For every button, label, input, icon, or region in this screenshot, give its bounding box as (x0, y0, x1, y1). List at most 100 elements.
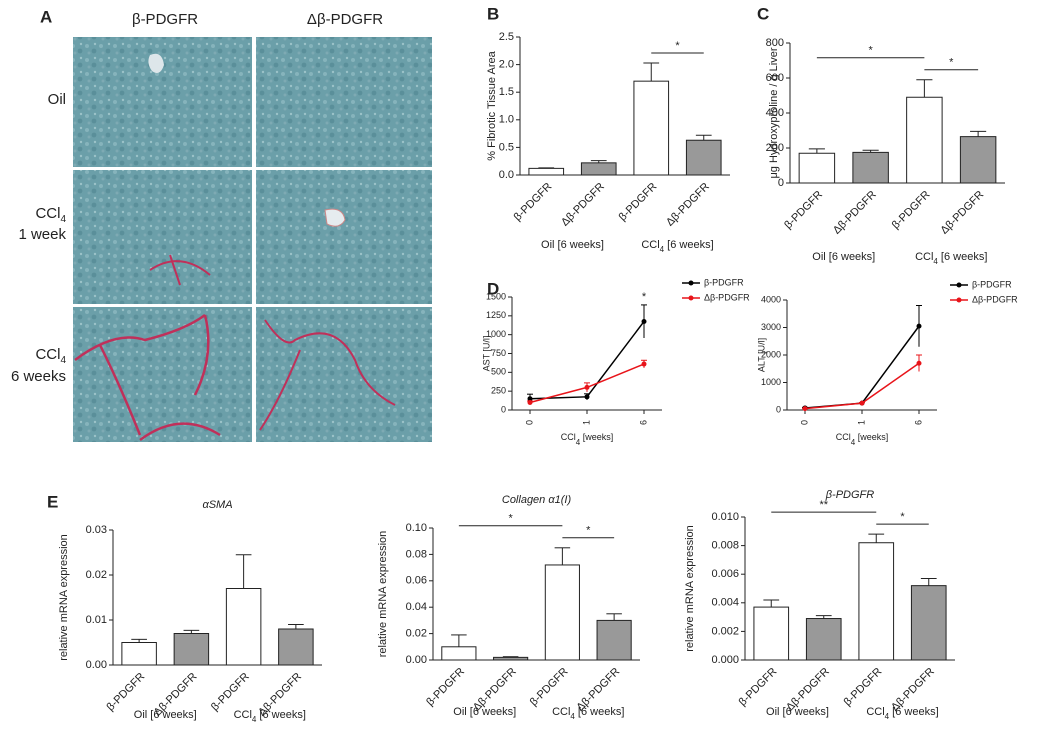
legend-point (688, 280, 694, 286)
bar (858, 542, 895, 661)
label-text: [6 weeks] (256, 709, 306, 721)
point (802, 406, 808, 412)
legend-point (688, 295, 694, 301)
x-tick-label: β-PDGFR (737, 666, 780, 709)
bar (959, 136, 997, 184)
point (916, 323, 922, 329)
bar (596, 619, 632, 661)
bar (805, 618, 842, 661)
y-tick-label: 2000 (761, 349, 781, 359)
y-tick-label: 0.10 (406, 522, 427, 534)
column-label: β-PDGFR (132, 11, 198, 28)
vessel (324, 208, 346, 227)
y-tick-label: 1500 (486, 291, 506, 301)
y-tick-label: 0.08 (406, 548, 427, 560)
micrograph (256, 37, 432, 167)
rich-label: CCl4 [6 weeks] (866, 706, 938, 721)
x-tick-label: β-PDGFR (617, 181, 660, 224)
y-tick-label: 750 (491, 348, 506, 358)
bar (580, 162, 617, 176)
y-tick-label: 0 (778, 177, 784, 189)
bar (798, 152, 836, 184)
x-tick-label: 6 (913, 420, 923, 425)
row-label: 6 weeks (11, 368, 66, 385)
y-axis-label: AST [U/l] (481, 336, 491, 372)
bar (685, 139, 722, 176)
bar (493, 656, 529, 661)
point (641, 361, 647, 367)
y-tick-label: 0 (776, 404, 781, 414)
rich-label: CCl4 [6 weeks] (915, 251, 987, 266)
panel-letter: D (487, 279, 499, 298)
rich-label: Oil [6 weeks] (453, 706, 516, 718)
row-label: CCl4 (35, 346, 66, 366)
point (641, 318, 647, 324)
y-tick-label: 0.002 (711, 625, 739, 637)
y-tick-label: 0 (501, 404, 506, 414)
y-tick-label: 0.01 (86, 614, 107, 626)
y-tick-label: 0.004 (711, 597, 739, 609)
x-tick-label: β-PDGFR (424, 666, 467, 709)
bar (278, 628, 314, 666)
y-axis-label: relative mRNA expression (377, 531, 389, 658)
x-tick-label: β-PDGFR (782, 189, 825, 232)
micrograph (256, 170, 432, 304)
row-label: Oil (48, 91, 66, 108)
bar (633, 80, 670, 176)
bar (225, 588, 262, 666)
y-axis-label: ALT [U/l] (756, 338, 766, 372)
x-tick-label: 0 (799, 420, 809, 425)
chart-title: αSMA (202, 499, 232, 511)
label-text: [weeks] (855, 432, 888, 442)
significance-label: * (508, 513, 513, 525)
y-tick-label: 1.5 (499, 86, 514, 98)
y-tick-label: 0.006 (711, 568, 739, 580)
rich-label: CCl4 [weeks] (836, 432, 888, 446)
y-tick-label: 0.008 (711, 540, 739, 552)
label-text: [6 weeks] (664, 239, 714, 251)
bar (121, 642, 157, 666)
rich-label: CCl4 [6 weeks] (552, 706, 624, 721)
label-text: [weeks] (580, 432, 613, 442)
fibrosis (149, 254, 211, 286)
x-tick-label: Δβ-PDGFR (664, 181, 712, 229)
micrograph (73, 307, 252, 442)
point (527, 399, 533, 405)
y-tick-label: 2.5 (499, 31, 514, 43)
point (859, 400, 865, 406)
label-sub: 4 (570, 712, 575, 721)
x-tick-label: 1 (581, 420, 591, 425)
y-tick-label: 0.00 (406, 654, 427, 666)
label-text: [6 weeks] (889, 706, 939, 718)
rich-label: Oil [6 weeks] (766, 706, 829, 718)
label-text: [6 weeks] (938, 251, 988, 263)
rich-label: Oil [6 weeks] (134, 709, 197, 721)
y-axis-label: relative mRNA expression (684, 525, 696, 652)
significance-label: ** (819, 499, 828, 511)
label-text: CCl (552, 706, 570, 718)
label-sub: 4 (851, 438, 856, 447)
rich-label: Oil [6 weeks] (541, 239, 604, 251)
column-label: Δβ-PDGFR (307, 11, 383, 28)
y-tick-label: 3000 (761, 322, 781, 332)
y-tick-label: 500 (491, 367, 506, 377)
panel-letter: A (40, 7, 52, 26)
significance-label: * (900, 511, 905, 523)
y-tick-label: 0.03 (86, 524, 107, 536)
legend-label: Δβ-PDGFR (704, 292, 750, 302)
y-tick-label: 800 (766, 37, 784, 49)
y-tick-label: 0.06 (406, 575, 427, 587)
legend-label: β-PDGFR (972, 279, 1012, 289)
label-sub: 4 (885, 712, 890, 721)
label-text: CCl (561, 432, 576, 442)
label-text: CCl (836, 432, 851, 442)
bar (910, 585, 947, 661)
y-tick-label: 600 (766, 72, 784, 84)
legend-point (956, 297, 962, 303)
row-label-sub: 4 (60, 355, 66, 366)
label-text: Oil [6 weeks] (453, 706, 516, 718)
x-tick-label: Δβ-PDGFR (559, 181, 607, 229)
label-sub: 4 (933, 257, 938, 266)
bar (753, 606, 790, 661)
